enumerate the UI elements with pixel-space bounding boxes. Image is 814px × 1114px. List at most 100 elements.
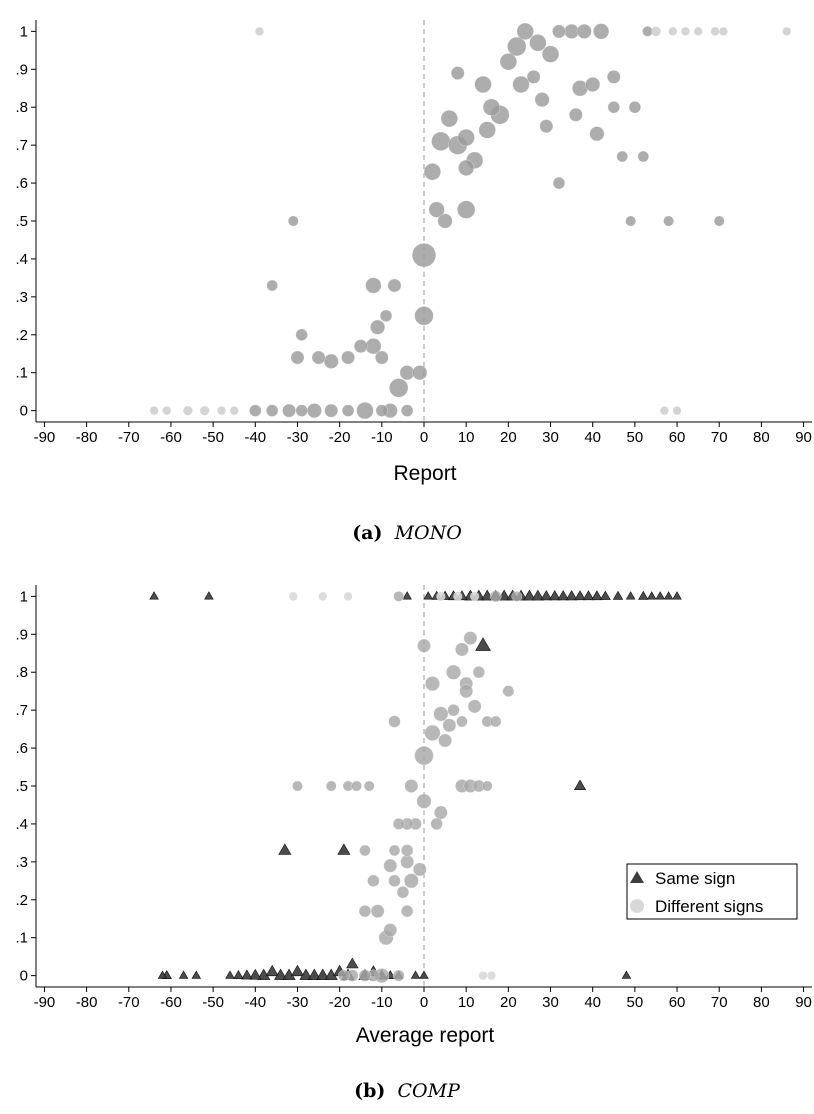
data-point-circle — [489, 590, 502, 603]
data-point-circle — [625, 215, 637, 227]
data-point-triangle — [337, 843, 351, 855]
data-point-circle — [502, 685, 515, 698]
y-tick-label: .2 — [15, 327, 28, 344]
y-tick-label: 1 — [20, 23, 28, 40]
chart-comp: -90 -80 -70 -60 -50 -40 -30 -20 -10 0 10 20 30 40 50 60… — [15, 585, 812, 1047]
x-tick-label: 10 — [458, 994, 475, 1011]
x-tick-label: 50 — [627, 429, 644, 446]
x-tick-label: 60 — [669, 994, 686, 1011]
chart-mono: -90 -80 -70 -60 -50 -40 -30 -20 -10 0 10 20 30 40 50 60… — [15, 20, 812, 485]
x-tick-label: 20 — [500, 994, 517, 1011]
data-point-circle — [470, 591, 480, 601]
data-point-circle — [255, 27, 264, 36]
data-point-circle — [424, 724, 441, 742]
data-point-triangle — [582, 590, 595, 601]
data-point-circle — [416, 793, 432, 809]
data-point-triangle — [225, 970, 235, 979]
data-point-circle — [400, 854, 415, 869]
data-point-circle — [365, 277, 382, 294]
data-point-circle — [295, 328, 308, 341]
data-point-circle — [404, 779, 419, 793]
data-point-circle — [417, 638, 431, 653]
data-point-circle — [149, 406, 159, 415]
data-point-circle — [593, 23, 610, 40]
data-point-circle — [363, 780, 375, 792]
data-point-triangle — [402, 591, 412, 600]
data-point-circle — [489, 715, 502, 728]
data-point-circle — [589, 126, 605, 142]
data-point-triangle — [149, 591, 159, 600]
data-point-triangle — [565, 590, 578, 601]
y-tick-label: .9 — [15, 626, 28, 643]
data-point-circle — [282, 403, 296, 418]
y-tick-label: .3 — [15, 289, 28, 306]
data-point-circle — [552, 176, 566, 190]
x-tick-label: -80 — [76, 429, 98, 446]
data-point-triangle — [621, 970, 632, 979]
x-tick-label: -70 — [118, 429, 140, 446]
data-point-circle — [249, 404, 262, 417]
data-point-triangle — [290, 964, 305, 977]
data-point-circle — [526, 69, 541, 84]
data-point-circle — [585, 76, 601, 92]
data-point-circle — [628, 101, 642, 114]
data-point-circle — [437, 213, 453, 229]
data-point-circle — [637, 150, 650, 163]
data-point-triangle — [178, 970, 189, 979]
x-tick-label: 40 — [584, 994, 601, 1011]
data-point-circle — [453, 591, 463, 601]
data-point-triangle — [157, 970, 168, 979]
data-point-circle — [442, 718, 457, 733]
data-point-circle — [375, 404, 389, 417]
caption-b-tag: (b) — [354, 1080, 386, 1102]
x-tick-label: 80 — [753, 429, 770, 446]
legend-triangle-icon — [630, 871, 644, 883]
data-point-circle — [431, 131, 451, 151]
data-point-triangle — [612, 590, 624, 600]
x-tick-label: -70 — [118, 994, 140, 1011]
data-point-circle — [474, 75, 492, 94]
legend-box — [626, 863, 798, 920]
data-point-circle — [341, 350, 355, 365]
x-tick-label: 70 — [711, 994, 728, 1011]
data-point-triangle — [274, 968, 288, 980]
data-point-circle — [541, 45, 560, 63]
data-point-triangle — [638, 590, 649, 600]
legend-circle-icon — [630, 899, 644, 913]
x-tick-label: -90 — [34, 429, 56, 446]
data-point-circle — [389, 378, 409, 398]
x-tick-label: -50 — [202, 994, 224, 1011]
data-point-circle — [693, 27, 703, 36]
data-point-circle — [292, 780, 303, 792]
data-point-triangle — [573, 779, 587, 790]
y-tick-label: 0 — [20, 403, 28, 420]
caption-b-name: COMP — [397, 1080, 460, 1102]
x-tick-label: -10 — [371, 994, 393, 1011]
data-point-circle — [295, 404, 308, 417]
data-point-circle — [290, 350, 305, 365]
data-point-circle — [359, 844, 371, 857]
data-point-circle — [370, 904, 385, 919]
data-point-circle — [478, 121, 496, 139]
data-point-circle — [358, 969, 372, 982]
data-point-circle — [396, 885, 410, 899]
data-point-circle — [433, 706, 449, 722]
legend: Same sign Different signs — [626, 863, 798, 920]
y-tick-label: .4 — [15, 816, 28, 833]
data-point-circle — [428, 201, 445, 218]
x-tick-label: -20 — [329, 429, 351, 446]
data-point-circle — [325, 780, 337, 792]
chart-frame: -90 -80 -70 -60 -50 -40 -30 -20 -10 0 10 20 30 40 50 60… — [15, 585, 812, 1011]
caption-a: (a) MONO — [0, 522, 814, 544]
data-point-triangle — [278, 843, 292, 855]
data-point-circle — [487, 971, 496, 980]
data-point-triangle — [241, 969, 253, 980]
data-point-circle — [681, 27, 690, 36]
data-point-circle — [478, 971, 488, 980]
legend-entry-same-sign: Same sign — [655, 869, 735, 888]
data-point-triangle — [419, 970, 429, 979]
y-tick-label: .7 — [15, 702, 28, 719]
x-tick-label: 0 — [420, 429, 428, 446]
y-tick-label: .6 — [15, 740, 28, 757]
data-point-circle — [552, 24, 566, 39]
